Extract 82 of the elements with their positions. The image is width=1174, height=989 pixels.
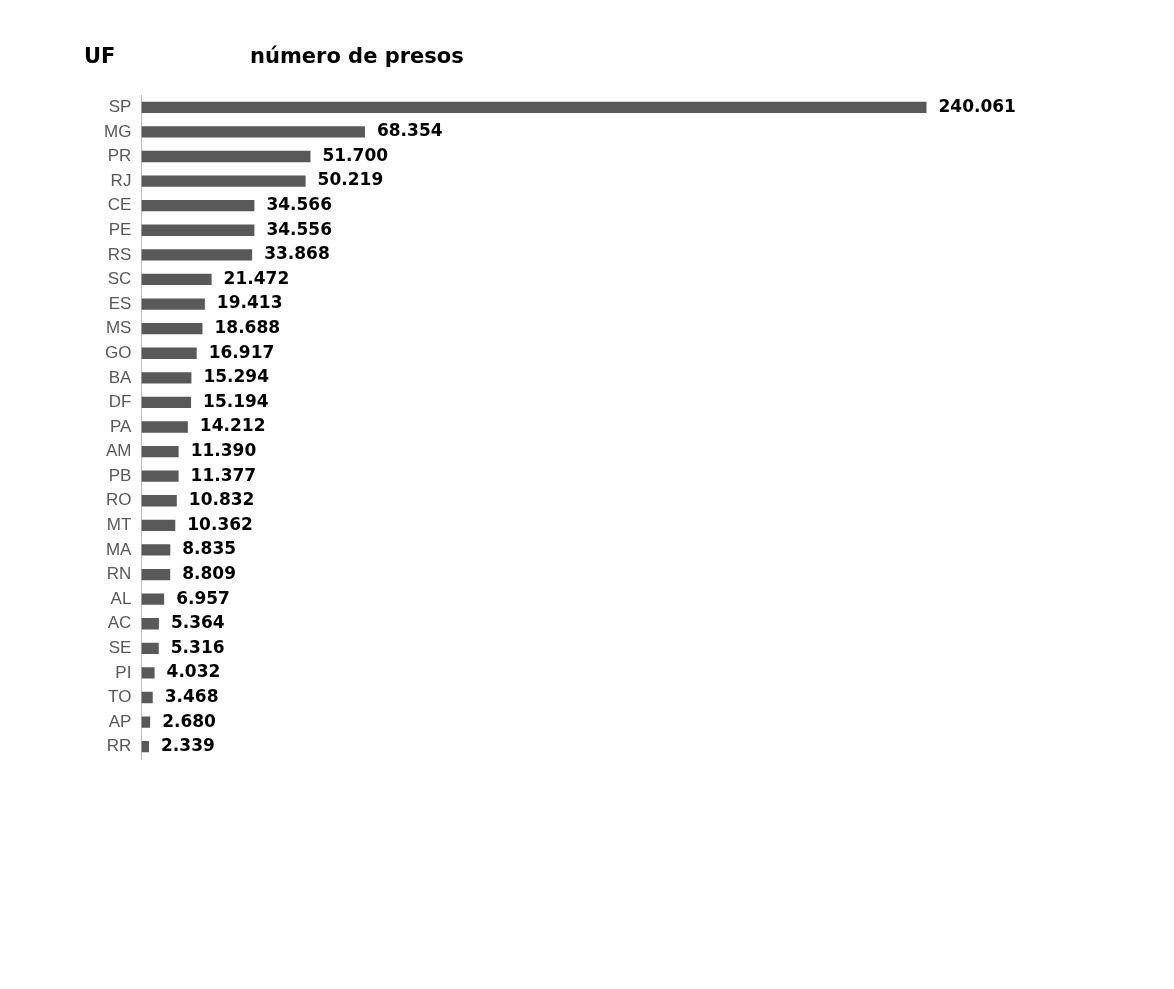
y-tick-label: RR bbox=[106, 736, 132, 756]
bar bbox=[141, 642, 159, 654]
data-label: 16.917 bbox=[208, 341, 275, 362]
bar bbox=[141, 495, 177, 507]
y-tick-label: PR bbox=[107, 146, 132, 166]
y-tick-label: AM bbox=[105, 441, 132, 461]
y-tick-label: PA bbox=[109, 416, 133, 436]
y-tick-label: BA bbox=[108, 367, 133, 387]
data-label: 4.032 bbox=[166, 661, 221, 682]
y-tick-label: MT bbox=[106, 515, 132, 535]
y-tick-label: MG bbox=[103, 121, 132, 141]
y-tick-label: AL bbox=[110, 588, 132, 608]
bar bbox=[141, 618, 159, 630]
data-label: 51.700 bbox=[322, 144, 389, 165]
bar bbox=[141, 175, 306, 187]
bar bbox=[141, 568, 171, 581]
bar bbox=[141, 322, 203, 335]
y-tick-label: MA bbox=[105, 539, 133, 559]
y-tick-label: SP bbox=[108, 96, 132, 116]
bar bbox=[141, 224, 255, 236]
data-label: 10.362 bbox=[187, 513, 253, 534]
bar bbox=[141, 101, 927, 113]
y-tick-label: SE bbox=[108, 638, 132, 658]
bar bbox=[141, 445, 179, 458]
y-tick-label: PE bbox=[108, 219, 132, 239]
data-label: 11.390 bbox=[190, 440, 257, 461]
data-label: 19.413 bbox=[216, 292, 283, 313]
bar bbox=[141, 200, 255, 212]
bar bbox=[141, 298, 205, 310]
bar bbox=[141, 691, 153, 704]
data-label: 34.566 bbox=[266, 194, 333, 215]
bar bbox=[141, 667, 155, 679]
bar bbox=[141, 150, 311, 163]
data-label: 5.364 bbox=[170, 612, 225, 633]
bar bbox=[141, 372, 192, 384]
data-label: 34.556 bbox=[266, 218, 333, 239]
bar bbox=[141, 593, 165, 605]
data-label: 15.194 bbox=[203, 390, 269, 411]
data-label: 2.680 bbox=[162, 710, 217, 731]
data-label: 5.316 bbox=[170, 636, 225, 657]
data-label: 2.339 bbox=[161, 735, 215, 756]
y-tick-label: RN bbox=[106, 564, 132, 584]
data-label: 14.212 bbox=[199, 415, 266, 436]
data-label: 8.809 bbox=[182, 562, 236, 583]
chart-title: número de presos bbox=[250, 44, 464, 68]
bar bbox=[141, 396, 192, 409]
y-tick-label: ES bbox=[108, 293, 132, 313]
data-label: 50.219 bbox=[317, 169, 384, 190]
bar bbox=[141, 519, 176, 532]
y-tick-label: AC bbox=[107, 613, 132, 633]
data-label: 6.957 bbox=[176, 587, 230, 608]
y-tick-label: TO bbox=[108, 687, 132, 707]
y-tick-label: SC bbox=[107, 269, 132, 289]
y-tick-label: RO bbox=[105, 490, 132, 510]
bar bbox=[141, 273, 212, 286]
bar bbox=[141, 716, 151, 728]
data-label: 8.835 bbox=[182, 538, 237, 559]
data-label: 240.061 bbox=[938, 95, 1016, 116]
data-label: 21.472 bbox=[223, 267, 290, 288]
bar bbox=[141, 126, 365, 138]
y-tick-label: MS bbox=[105, 318, 132, 338]
data-label: 18.688 bbox=[214, 317, 281, 338]
y-tick-label: PB bbox=[108, 465, 132, 485]
data-label: 3.468 bbox=[164, 685, 219, 706]
data-label: 68.354 bbox=[376, 120, 443, 141]
y-tick-label: RJ bbox=[110, 170, 132, 190]
y-tick-label: AP bbox=[108, 711, 132, 731]
y-axis-title: UF bbox=[84, 44, 116, 68]
data-label: 10.832 bbox=[188, 489, 255, 510]
data-label: 33.868 bbox=[264, 243, 330, 264]
y-tick-label: PI bbox=[115, 662, 132, 682]
bar bbox=[141, 347, 197, 359]
y-tick-label: DF bbox=[108, 392, 132, 412]
bar bbox=[141, 421, 188, 433]
bar bbox=[141, 544, 171, 556]
bar bbox=[141, 470, 179, 482]
data-label: 15.294 bbox=[203, 366, 270, 387]
y-tick-label: CE bbox=[107, 195, 132, 215]
data-label: 11.377 bbox=[190, 464, 257, 485]
y-tick-label: GO bbox=[104, 342, 132, 362]
bar bbox=[141, 249, 253, 261]
y-tick-label: RS bbox=[107, 244, 132, 264]
